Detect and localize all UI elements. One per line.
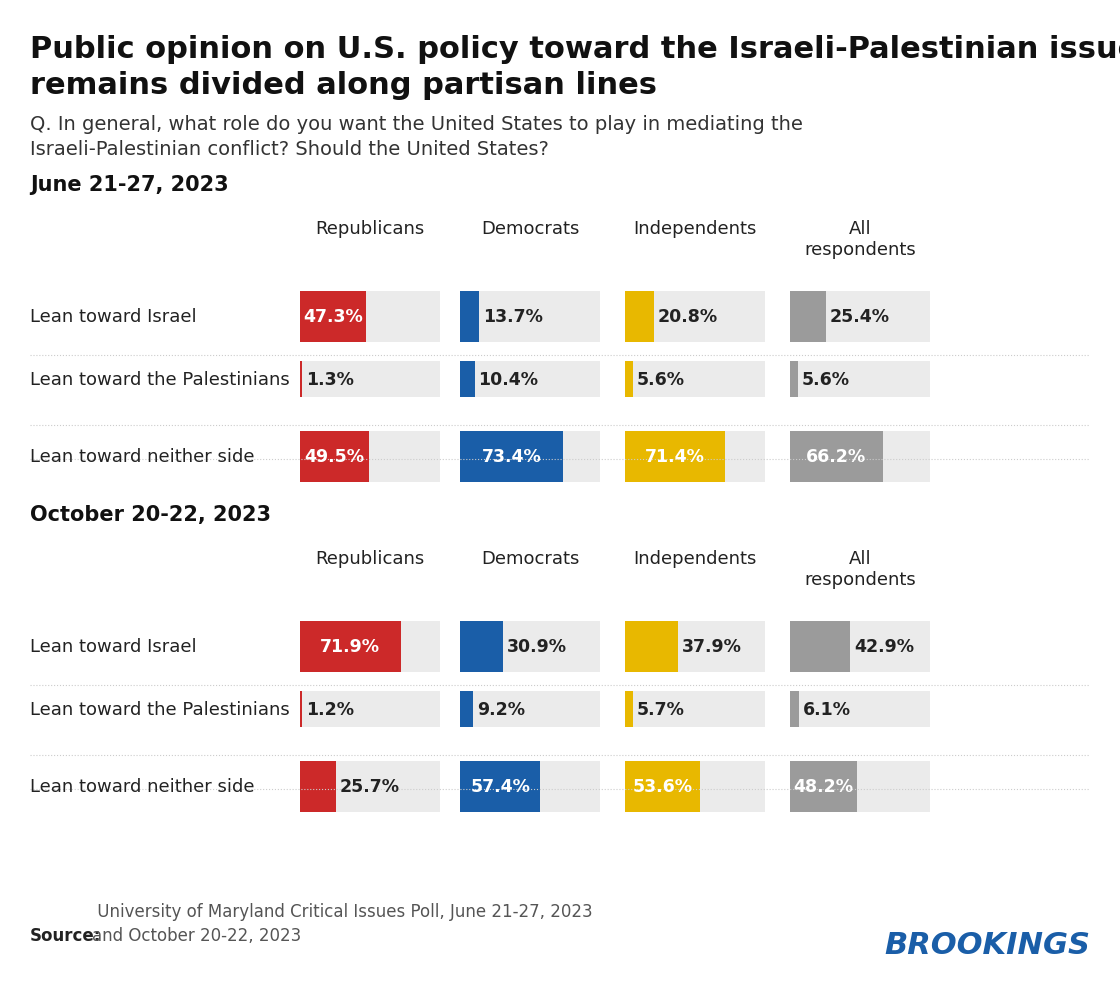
Text: 48.2%: 48.2% [794, 777, 853, 796]
Text: BROOKINGS: BROOKINGS [884, 930, 1090, 959]
FancyBboxPatch shape [790, 691, 930, 728]
Text: October 20-22, 2023: October 20-22, 2023 [30, 505, 271, 525]
FancyBboxPatch shape [625, 621, 765, 672]
FancyBboxPatch shape [300, 761, 336, 812]
FancyBboxPatch shape [460, 291, 600, 343]
FancyBboxPatch shape [790, 291, 825, 343]
Text: 37.9%: 37.9% [682, 638, 741, 656]
FancyBboxPatch shape [300, 291, 366, 343]
Text: 42.9%: 42.9% [855, 638, 914, 656]
Text: All
respondents: All respondents [804, 220, 916, 258]
FancyBboxPatch shape [300, 691, 440, 728]
FancyBboxPatch shape [625, 761, 765, 812]
FancyBboxPatch shape [300, 691, 301, 728]
FancyBboxPatch shape [460, 691, 473, 728]
FancyBboxPatch shape [790, 621, 930, 672]
Text: 30.9%: 30.9% [507, 638, 567, 656]
FancyBboxPatch shape [790, 761, 930, 812]
Text: 1.3%: 1.3% [306, 371, 354, 389]
FancyBboxPatch shape [790, 431, 930, 482]
FancyBboxPatch shape [300, 431, 370, 482]
FancyBboxPatch shape [790, 691, 799, 728]
FancyBboxPatch shape [790, 362, 797, 398]
Text: Source:: Source: [30, 926, 102, 944]
Text: 53.6%: 53.6% [633, 777, 692, 796]
FancyBboxPatch shape [460, 691, 600, 728]
FancyBboxPatch shape [460, 761, 600, 812]
FancyBboxPatch shape [460, 621, 503, 672]
FancyBboxPatch shape [300, 431, 440, 482]
Text: 5.7%: 5.7% [637, 701, 684, 719]
Text: All
respondents: All respondents [804, 550, 916, 588]
Text: 71.4%: 71.4% [645, 448, 704, 466]
FancyBboxPatch shape [625, 761, 700, 812]
Text: 5.6%: 5.6% [802, 371, 850, 389]
Text: Lean toward neither side: Lean toward neither side [30, 448, 254, 466]
FancyBboxPatch shape [460, 362, 475, 398]
FancyBboxPatch shape [460, 761, 540, 812]
FancyBboxPatch shape [625, 291, 765, 343]
FancyBboxPatch shape [460, 621, 600, 672]
Text: Lean toward neither side: Lean toward neither side [30, 777, 254, 796]
Text: Lean toward the Palestinians: Lean toward the Palestinians [30, 371, 290, 389]
FancyBboxPatch shape [625, 362, 633, 398]
FancyBboxPatch shape [300, 362, 301, 398]
Text: 71.9%: 71.9% [320, 638, 381, 656]
Text: 47.3%: 47.3% [304, 308, 363, 326]
Text: Public opinion on U.S. policy toward the Israeli-Palestinian issue
remains divid: Public opinion on U.S. policy toward the… [30, 35, 1120, 99]
FancyBboxPatch shape [625, 621, 678, 672]
Text: 5.6%: 5.6% [637, 371, 684, 389]
FancyBboxPatch shape [790, 362, 930, 398]
Text: 6.1%: 6.1% [803, 701, 850, 719]
Text: 49.5%: 49.5% [305, 448, 365, 466]
FancyBboxPatch shape [625, 431, 725, 482]
FancyBboxPatch shape [460, 291, 479, 343]
FancyBboxPatch shape [625, 691, 633, 728]
FancyBboxPatch shape [300, 761, 440, 812]
Text: Democrats: Democrats [480, 220, 579, 238]
FancyBboxPatch shape [790, 431, 883, 482]
Text: Lean toward Israel: Lean toward Israel [30, 638, 197, 656]
FancyBboxPatch shape [460, 431, 600, 482]
Text: Independents: Independents [633, 220, 757, 238]
FancyBboxPatch shape [300, 621, 401, 672]
FancyBboxPatch shape [300, 291, 440, 343]
Text: Lean toward Israel: Lean toward Israel [30, 308, 197, 326]
FancyBboxPatch shape [625, 362, 765, 398]
Text: June 21-27, 2023: June 21-27, 2023 [30, 175, 228, 195]
FancyBboxPatch shape [300, 621, 440, 672]
FancyBboxPatch shape [460, 362, 600, 398]
Text: 13.7%: 13.7% [483, 308, 543, 326]
Text: 10.4%: 10.4% [478, 371, 539, 389]
Text: Republicans: Republicans [316, 220, 424, 238]
FancyBboxPatch shape [625, 291, 654, 343]
FancyBboxPatch shape [625, 431, 765, 482]
Text: 25.4%: 25.4% [830, 308, 889, 326]
FancyBboxPatch shape [625, 691, 765, 728]
Text: 1.2%: 1.2% [306, 701, 354, 719]
Text: Democrats: Democrats [480, 550, 579, 568]
Text: 57.4%: 57.4% [470, 777, 530, 796]
Text: 20.8%: 20.8% [659, 308, 718, 326]
Text: Republicans: Republicans [316, 550, 424, 568]
Text: 66.2%: 66.2% [806, 448, 867, 466]
FancyBboxPatch shape [300, 362, 440, 398]
Text: 25.7%: 25.7% [340, 777, 400, 796]
Text: Lean toward the Palestinians: Lean toward the Palestinians [30, 701, 290, 719]
Text: Q. In general, what role do you want the United States to play in mediating the
: Q. In general, what role do you want the… [30, 115, 803, 159]
Text: Independents: Independents [633, 550, 757, 568]
Text: 73.4%: 73.4% [482, 448, 541, 466]
FancyBboxPatch shape [790, 621, 850, 672]
FancyBboxPatch shape [790, 291, 930, 343]
FancyBboxPatch shape [460, 431, 562, 482]
Text: University of Maryland Critical Issues Poll, June 21-27, 2023
and October 20-22,: University of Maryland Critical Issues P… [92, 903, 592, 944]
FancyBboxPatch shape [790, 761, 858, 812]
Text: 9.2%: 9.2% [477, 701, 525, 719]
